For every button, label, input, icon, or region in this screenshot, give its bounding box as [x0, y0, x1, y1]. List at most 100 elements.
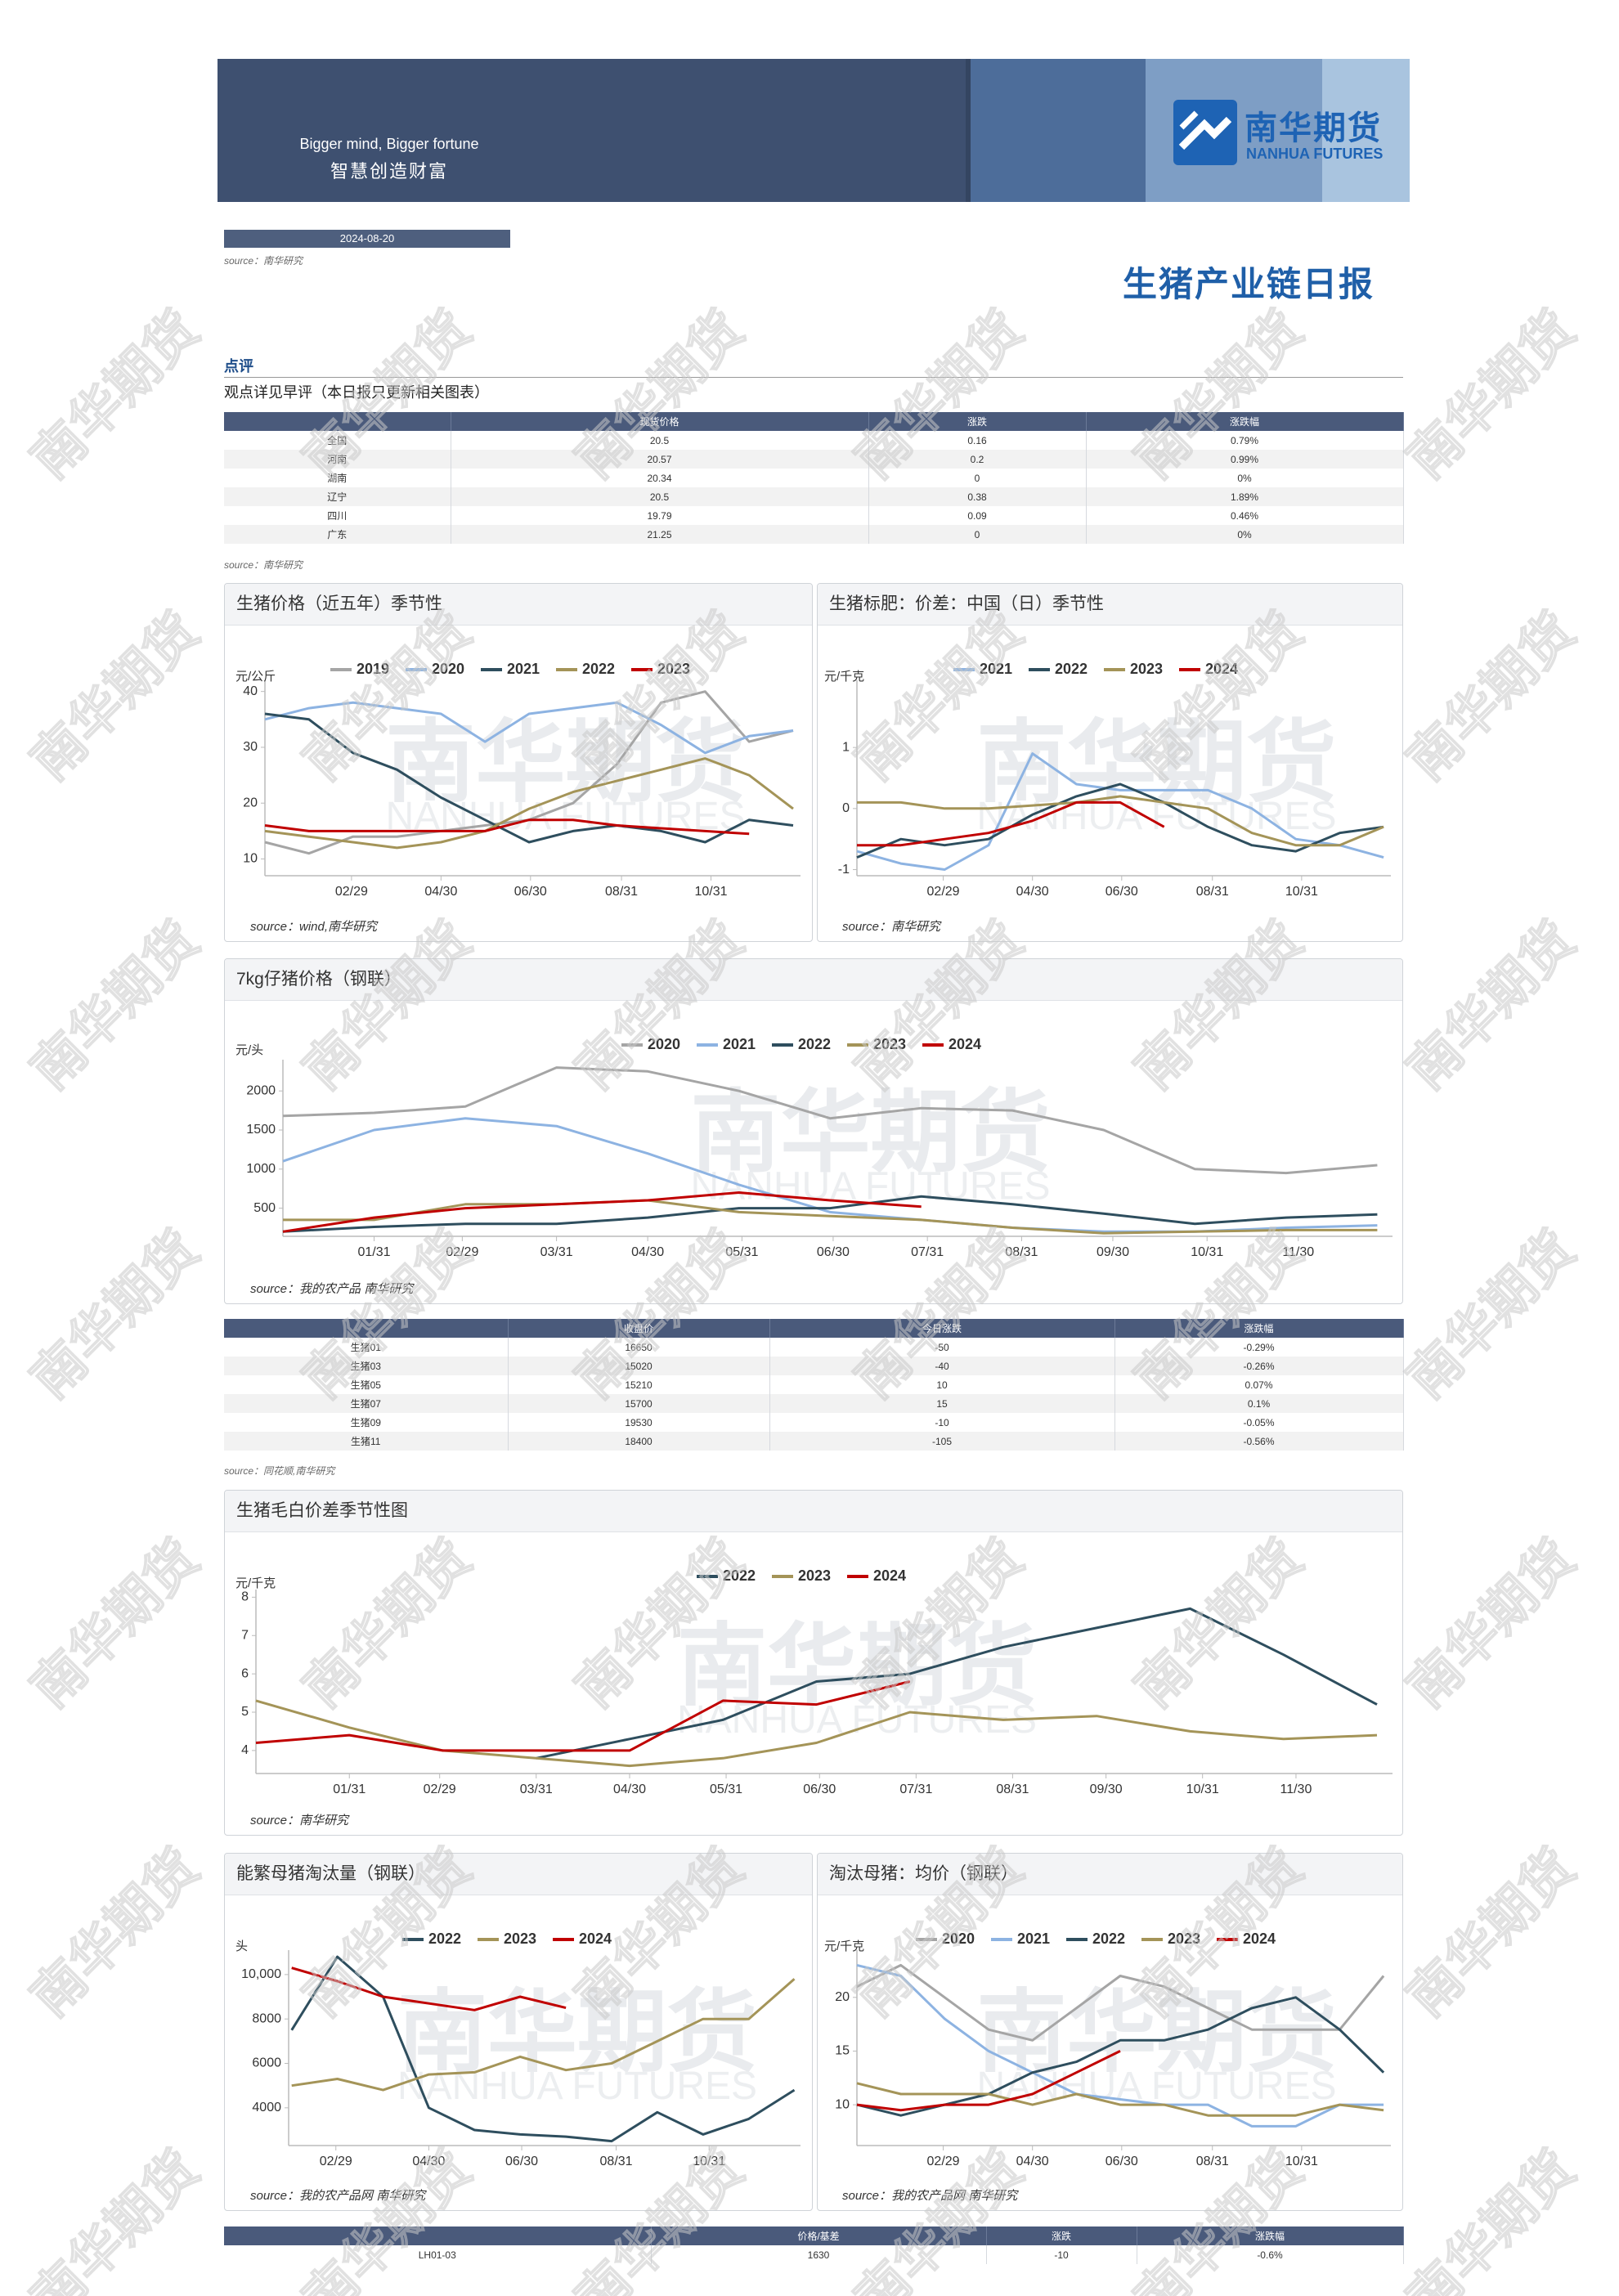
table-cell: 0.2	[868, 450, 1087, 469]
header-cell: 涨跌幅	[1086, 412, 1404, 431]
slogan-cn: 智慧创造财富	[330, 161, 448, 182]
table-cell: 15	[769, 1394, 1115, 1413]
table-cell: 20.5	[451, 431, 869, 450]
table-cell: -0.29%	[1114, 1338, 1404, 1357]
header-banner: Bigger mind, Bigger fortune 智慧创造财富 南华期货 …	[218, 59, 1410, 202]
table-cell: 15700	[508, 1394, 770, 1413]
table-cell: 10	[769, 1375, 1115, 1394]
header-cell: 价格/基差	[651, 2226, 987, 2245]
table-cell: 20.34	[451, 469, 869, 487]
table-cell: -50	[769, 1338, 1115, 1357]
source-note: source：南华研究	[224, 255, 303, 267]
table-cell: 0%	[1086, 525, 1404, 544]
table-cell: 19530	[508, 1413, 770, 1432]
table-cell: 19.79	[451, 506, 869, 525]
table-row: 广东 21.25 0 0%	[224, 525, 1404, 544]
table-cell: 生猪05	[224, 1375, 509, 1394]
watermark: 南华期货	[1396, 2139, 1585, 2296]
header-cell: 涨跌幅	[1114, 1319, 1404, 1338]
table-cell: 四川	[224, 506, 451, 525]
table-row: 生猪01 16650 -50 -0.29%	[224, 1338, 1404, 1357]
header-cell	[224, 412, 451, 431]
table-row: 生猪05 15210 10 0.07%	[224, 1375, 1404, 1394]
table-cell: 0.09	[868, 506, 1087, 525]
table-cell: 广东	[224, 525, 451, 544]
table-row: 辽宁 20.5 0.38 1.89%	[224, 487, 1404, 506]
chart-title: 生猪价格（近五年）季节性	[225, 584, 812, 626]
chart-panel: 能繁母猪淘汰量（钢联）	[224, 1853, 813, 2211]
table-cell: -10	[769, 1413, 1115, 1432]
chart-title: 淘汰母猪：均价（钢联）	[818, 1854, 1402, 1895]
watermark: 南华期货	[1396, 1528, 1585, 1718]
table-cell: 0.79%	[1086, 431, 1404, 450]
divider	[224, 377, 1403, 378]
table-cell: 生猪09	[224, 1413, 509, 1432]
data-table: 价格/基差 涨跌 涨跌幅 LH01-03 1630 -10 -0.6%	[224, 2226, 1404, 2264]
chart-title: 7kg仔猪价格（钢联）	[225, 959, 1402, 1001]
table-cell: 0	[868, 469, 1087, 487]
table-cell: 0.07%	[1114, 1375, 1404, 1394]
table-row: 河南 20.57 0.2 0.99%	[224, 450, 1404, 469]
table-row: 生猪11 18400 -105 -0.56%	[224, 1432, 1404, 1451]
data-table: 现货价格 涨跌 涨跌幅 全国 20.5 0.16 0.79% 河南 20.57 0.2 0.99% 湖…	[224, 412, 1404, 544]
chart-title: 生猪毛白价差季节性图	[225, 1491, 1402, 1532]
source-note: source：同花顺,南华研究	[224, 1465, 335, 1477]
source-note: source：南华研究	[224, 559, 303, 571]
watermark: 南华期货	[1396, 1219, 1585, 1409]
watermark: 南华期货	[20, 1528, 209, 1718]
table-cell: 河南	[224, 450, 451, 469]
watermark: 南华期货	[20, 910, 209, 1100]
table-cell: -0.26%	[1114, 1357, 1404, 1375]
chart-panel: 生猪价格（近五年）季节性	[224, 583, 813, 942]
table-cell: -105	[769, 1432, 1115, 1451]
table-cell: 辽宁	[224, 487, 451, 506]
header-cell: 现货价格	[451, 412, 869, 431]
watermark: 南华期货	[20, 601, 209, 791]
table-cell: 0.46%	[1086, 506, 1404, 525]
logo-cn: 南华期货	[1245, 110, 1382, 146]
table-cell: 1630	[651, 2245, 987, 2264]
header-cell: 收盘价	[508, 1319, 770, 1338]
banner-band	[971, 59, 1146, 202]
table-row: 湖南 20.34 0 0%	[224, 469, 1404, 487]
table-cell: -0.05%	[1114, 1413, 1404, 1432]
table-row: 四川 19.79 0.09 0.46%	[224, 506, 1404, 525]
header-cell: 涨跌	[986, 2226, 1137, 2245]
header-row: 现货价格 涨跌 涨跌幅	[224, 412, 1404, 431]
table-cell: -10	[986, 2245, 1137, 2264]
table-cell: 0%	[1086, 469, 1404, 487]
chart-title: 能繁母猪淘汰量（钢联）	[225, 1854, 812, 1895]
header-cell: 涨跌	[868, 412, 1087, 431]
table-cell: 生猪03	[224, 1357, 509, 1375]
watermark: 南华期货	[20, 1219, 209, 1409]
comment-text: 观点详见早评（本日报只更新相关图表）	[224, 384, 489, 401]
header-cell	[224, 2226, 652, 2245]
table-cell: 湖南	[224, 469, 451, 487]
chart-title: 生猪标肥：价差：中国（日）季节性	[818, 584, 1402, 626]
chart-panel: 生猪毛白价差季节性图	[224, 1490, 1403, 1836]
table-cell: 15020	[508, 1357, 770, 1375]
table-cell: 21.25	[451, 525, 869, 544]
header-row: 收盘价 今日涨跌 涨跌幅	[224, 1319, 1404, 1338]
table-cell: 16650	[508, 1338, 770, 1357]
table-row: 生猪07 15700 15 0.1%	[224, 1394, 1404, 1413]
table-cell: 15210	[508, 1375, 770, 1394]
watermark: 南华期货	[20, 299, 209, 489]
table-cell: 20.5	[451, 487, 869, 506]
logo-en: NANHUA FUTURES	[1246, 146, 1384, 162]
header-cell	[224, 1319, 509, 1338]
table-cell: 0	[868, 525, 1087, 544]
header-cell: 今日涨跌	[769, 1319, 1115, 1338]
slogan-en: Bigger mind, Bigger fortune	[299, 136, 479, 152]
table-cell: 20.57	[451, 450, 869, 469]
table-cell: 全国	[224, 431, 451, 450]
header-cell: 涨跌幅	[1137, 2226, 1404, 2245]
table-cell: 0.1%	[1114, 1394, 1404, 1413]
table-cell: -40	[769, 1357, 1115, 1375]
table-cell: 生猪11	[224, 1432, 509, 1451]
data-table: 收盘价 今日涨跌 涨跌幅 生猪01 16650 -50 -0.29% 生猪03 15020 -40…	[224, 1319, 1404, 1451]
table-cell: 0.99%	[1086, 450, 1404, 469]
watermark: 南华期货	[1396, 1837, 1585, 2027]
header-row: 价格/基差 涨跌 涨跌幅	[224, 2226, 1404, 2245]
table-cell: 0.16	[868, 431, 1087, 450]
